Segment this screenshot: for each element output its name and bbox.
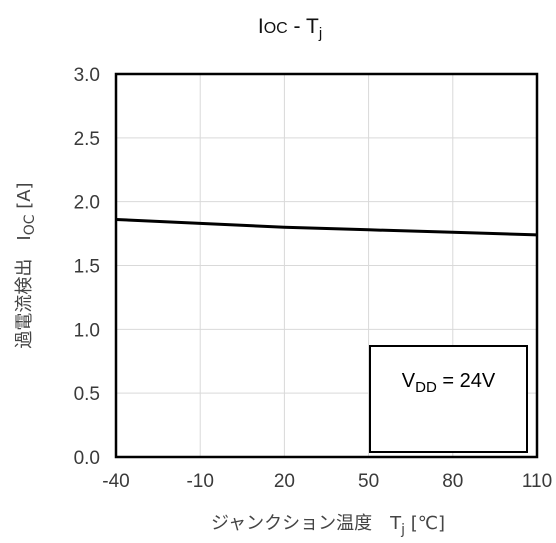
series — [115, 218, 538, 237]
y-tick-label-5: 2.5 — [74, 129, 100, 150]
annotation-text: VDD = 24V — [402, 370, 496, 396]
y-axis-label: 過電流検出 IOC [A] — [14, 182, 38, 348]
annotation-box — [369, 345, 528, 453]
x-tick-label-1: -10 — [186, 471, 213, 492]
y-tick-label-6: 3.0 — [74, 65, 100, 86]
chart-title: IOC - Tj — [258, 15, 322, 42]
y-tick-label-2: 1.0 — [74, 320, 100, 341]
y-tick-label-1: 0.5 — [74, 384, 100, 405]
x-axis-label-unit: [℃] — [405, 513, 445, 534]
y-tick-labels: 0.0 0.5 1.0 1.5 2.0 2.5 3.0 — [74, 65, 100, 469]
x-tick-label-3: 50 — [358, 471, 379, 492]
series-line-0 — [115, 218, 538, 237]
y-tick-label-4: 2.0 — [74, 193, 100, 214]
x-tick-label-2: 20 — [274, 471, 295, 492]
plot-area-border — [114, 72, 539, 459]
x-tick-label-0: -40 — [102, 471, 129, 492]
annotation-main: V — [402, 370, 416, 392]
y-tick-label-3: 1.5 — [74, 257, 100, 278]
chart-title-sep: - T — [288, 15, 319, 38]
x-axis-label: ジャンクション温度 Tj [℃] — [211, 513, 445, 538]
x-tick-labels: -40 -10 20 50 80 110 — [102, 471, 552, 492]
y-axis-label-unit: [A] — [14, 182, 35, 214]
annotation-rest: = 24V — [437, 370, 496, 392]
y-axis-label-main: 過電流検出 I — [14, 235, 35, 348]
x-tick-label-5: 110 — [522, 471, 552, 492]
annotation-sub: DD — [415, 379, 437, 396]
y-tick-label-0: 0.0 — [74, 448, 100, 469]
y-axis-label-sub: OC — [22, 214, 38, 235]
chart-title-sub: OC — [264, 20, 288, 37]
x-tick-label-4: 80 — [442, 471, 463, 492]
x-axis-label-main: ジャンクション温度 T — [211, 513, 402, 534]
x-axis-label-sub: j — [400, 522, 405, 538]
chart-title-main: I — [258, 15, 264, 38]
chart-title-sub2: j — [318, 25, 322, 42]
